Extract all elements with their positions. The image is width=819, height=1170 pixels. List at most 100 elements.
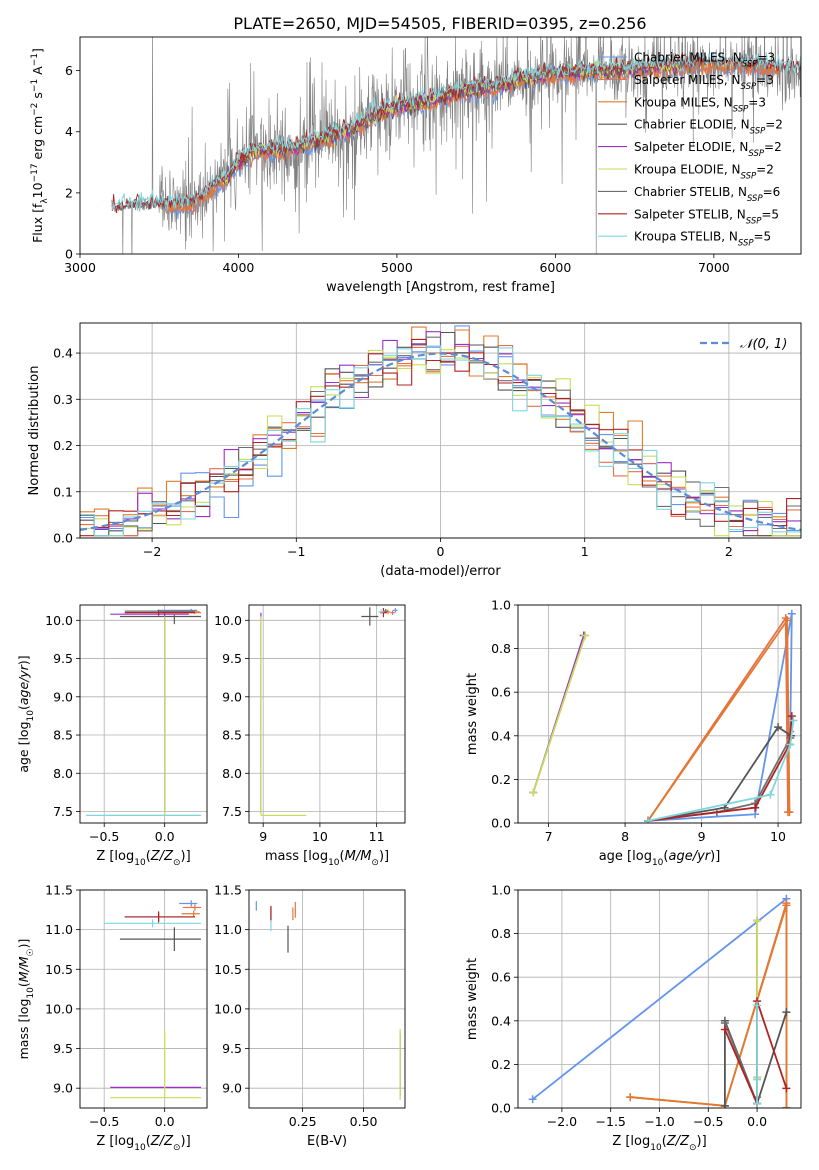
y-tick-label: 1.0 — [491, 883, 511, 898]
y-tick-label: 9.5 — [53, 651, 73, 666]
errorbar-point — [361, 607, 379, 626]
errorbar-point — [393, 608, 398, 613]
weight-marker — [786, 740, 795, 749]
y-tick-label: 0.1 — [53, 484, 73, 499]
weight-marker — [529, 788, 538, 797]
weight-series — [529, 631, 590, 797]
legend-label: Salpeter MILES, NSSP=3 — [634, 73, 774, 92]
y-tick-label: 11.0 — [214, 922, 242, 937]
y-tick-label: 4 — [65, 124, 73, 139]
chart-age-vs-mass: 9 10 11 7.5 8.0 8.5 9.0 9.5 10.0 mass [log10(M/M⊙… — [214, 604, 406, 868]
weight-marker — [789, 716, 798, 725]
weight-marker — [787, 712, 796, 721]
legend-label: 𝒩(0, 1) — [740, 337, 787, 352]
errorbar-point — [181, 910, 200, 917]
legend-label: Salpeter STELIB, NSSP=5 — [634, 207, 779, 226]
errorbar-point — [179, 900, 198, 907]
plot-layer: 3000 4000 5000 6000 7000 0 2 4 6 wavelength [Angs… — [16, 36, 802, 1153]
legend-label: Kroupa STELIB, NSSP=5 — [634, 230, 771, 249]
axes-frame — [248, 604, 406, 824]
weight-series — [720, 1008, 791, 1108]
x-tick-label: 2 — [725, 544, 733, 559]
x-tick-label: 0 — [437, 544, 445, 559]
x-tick-label: 9 — [259, 829, 267, 844]
y-tick-label: 7.5 — [222, 804, 242, 819]
y-tick-label: 10.5 — [214, 962, 242, 977]
normal-distribution-curve — [80, 352, 801, 531]
weight-marker — [751, 803, 760, 812]
weight-marker — [782, 1008, 791, 1017]
y-tick-label: 9.0 — [53, 689, 73, 704]
spectrum-legend: Chabrier MILES, NSSP=3 Salpeter MILES, NS… — [598, 51, 783, 249]
weight-line — [647, 716, 793, 822]
x-tick-label: 1 — [581, 544, 589, 559]
axes-frame — [79, 36, 802, 255]
legend-label: Chabrier MILES, NSSP=3 — [634, 51, 775, 70]
x-tick-label: 0.0 — [155, 1114, 175, 1129]
y-tick-label: 9.0 — [53, 1081, 73, 1096]
errorbar-point — [110, 616, 201, 816]
y-tick-label: 2 — [65, 185, 73, 200]
x-tick-label: 0.0 — [155, 829, 175, 844]
x-tick-label: 10 — [312, 829, 328, 844]
y-tick-label: 11.5 — [214, 883, 242, 898]
y-tick-label: 9.5 — [222, 651, 242, 666]
weight-series — [644, 723, 796, 823]
x-axis-label: E(B-V) — [307, 1134, 347, 1149]
weight-line — [647, 613, 793, 822]
chart-weight-vs-Z: −2.0 −1.5 −1.0 −0.5 0.0 0.0 0.2 0.4 0.6 0.8 1.0 Z [… — [465, 883, 802, 1153]
errorbar-point — [385, 609, 391, 615]
y-tick-label: 11.0 — [45, 922, 73, 937]
weight-line — [647, 725, 792, 822]
weight-line — [647, 617, 791, 822]
weight-marker — [766, 790, 775, 799]
x-tick-label: 7 — [545, 829, 553, 844]
chart-mass-vs-Z: −0.5 0.0 9.0 9.5 10.0 10.5 11.0 11.5 Z [log10(Z/… — [16, 883, 208, 1153]
y-tick-label: 0.2 — [491, 1057, 511, 1072]
weight-marker — [528, 1095, 537, 1104]
x-tick-label: 8 — [621, 829, 629, 844]
y-tick-label: 0.3 — [53, 392, 73, 407]
x-tick-label: −1 — [287, 544, 305, 559]
y-tick-label: 0.0 — [491, 1101, 511, 1116]
axes-frame — [79, 889, 208, 1109]
y-tick-label: 0.4 — [53, 346, 73, 361]
weight-line — [724, 1000, 788, 1104]
y-tick-label: 0.0 — [491, 816, 511, 831]
errorbar-point — [110, 612, 189, 814]
chart-residuals: −2 −1 0 1 2 0.0 0.1 0.2 0.3 0.4 (data-model)/error… — [27, 322, 802, 579]
x-tick-label: −0.5 — [89, 829, 119, 844]
x-tick-label: 11 — [369, 829, 385, 844]
y-tick-label: 0.2 — [53, 438, 73, 453]
x-axis-label: Z [log10(Z/Z⊙)] — [96, 1134, 190, 1153]
x-axis-label: age [log10(age/yr)] — [599, 849, 721, 868]
x-axis-label: (data-model)/error — [380, 564, 501, 579]
y-tick-label: 1.0 — [491, 598, 511, 613]
errorbar-point — [119, 614, 201, 625]
errorbar-point — [124, 611, 195, 616]
y-tick-label: 10.0 — [45, 1001, 73, 1016]
x-tick-label: 5000 — [381, 260, 413, 275]
weight-marker — [787, 609, 796, 618]
figure-title: PLATE=2650, MJD=54505, FIBERID=0395, z=0… — [233, 14, 646, 33]
x-tick-label: −0.5 — [693, 1114, 723, 1129]
y-axis-label: Normed distribution — [27, 366, 42, 496]
y-tick-label: 9.0 — [222, 1081, 242, 1096]
y-tick-label: 0.4 — [491, 1013, 511, 1028]
weight-marker — [720, 1101, 729, 1108]
x-tick-label: −2 — [143, 544, 161, 559]
y-tick-label: 0.6 — [491, 970, 511, 985]
x-axis-label: Z [log10(Z/Z⊙)] — [96, 849, 190, 868]
x-axis-label: wavelength [Angstrom, rest frame] — [326, 280, 555, 295]
legend-label: Kroupa ELODIE, NSSP=2 — [634, 163, 774, 182]
y-tick-label: 8.0 — [53, 766, 73, 781]
weight-line — [647, 720, 795, 822]
y-axis-label: mass weight — [465, 958, 480, 1040]
x-tick-label: −0.5 — [89, 1114, 119, 1129]
y-tick-label: 0.6 — [491, 685, 511, 700]
y-axis-label: Flux [fλ10−17 erg cm−2 s−1 A−1] — [30, 48, 50, 243]
weight-marker — [774, 723, 783, 732]
x-tick-label: 0.0 — [747, 1114, 767, 1129]
weight-marker — [782, 901, 791, 910]
y-tick-label: 9.5 — [53, 1041, 73, 1056]
